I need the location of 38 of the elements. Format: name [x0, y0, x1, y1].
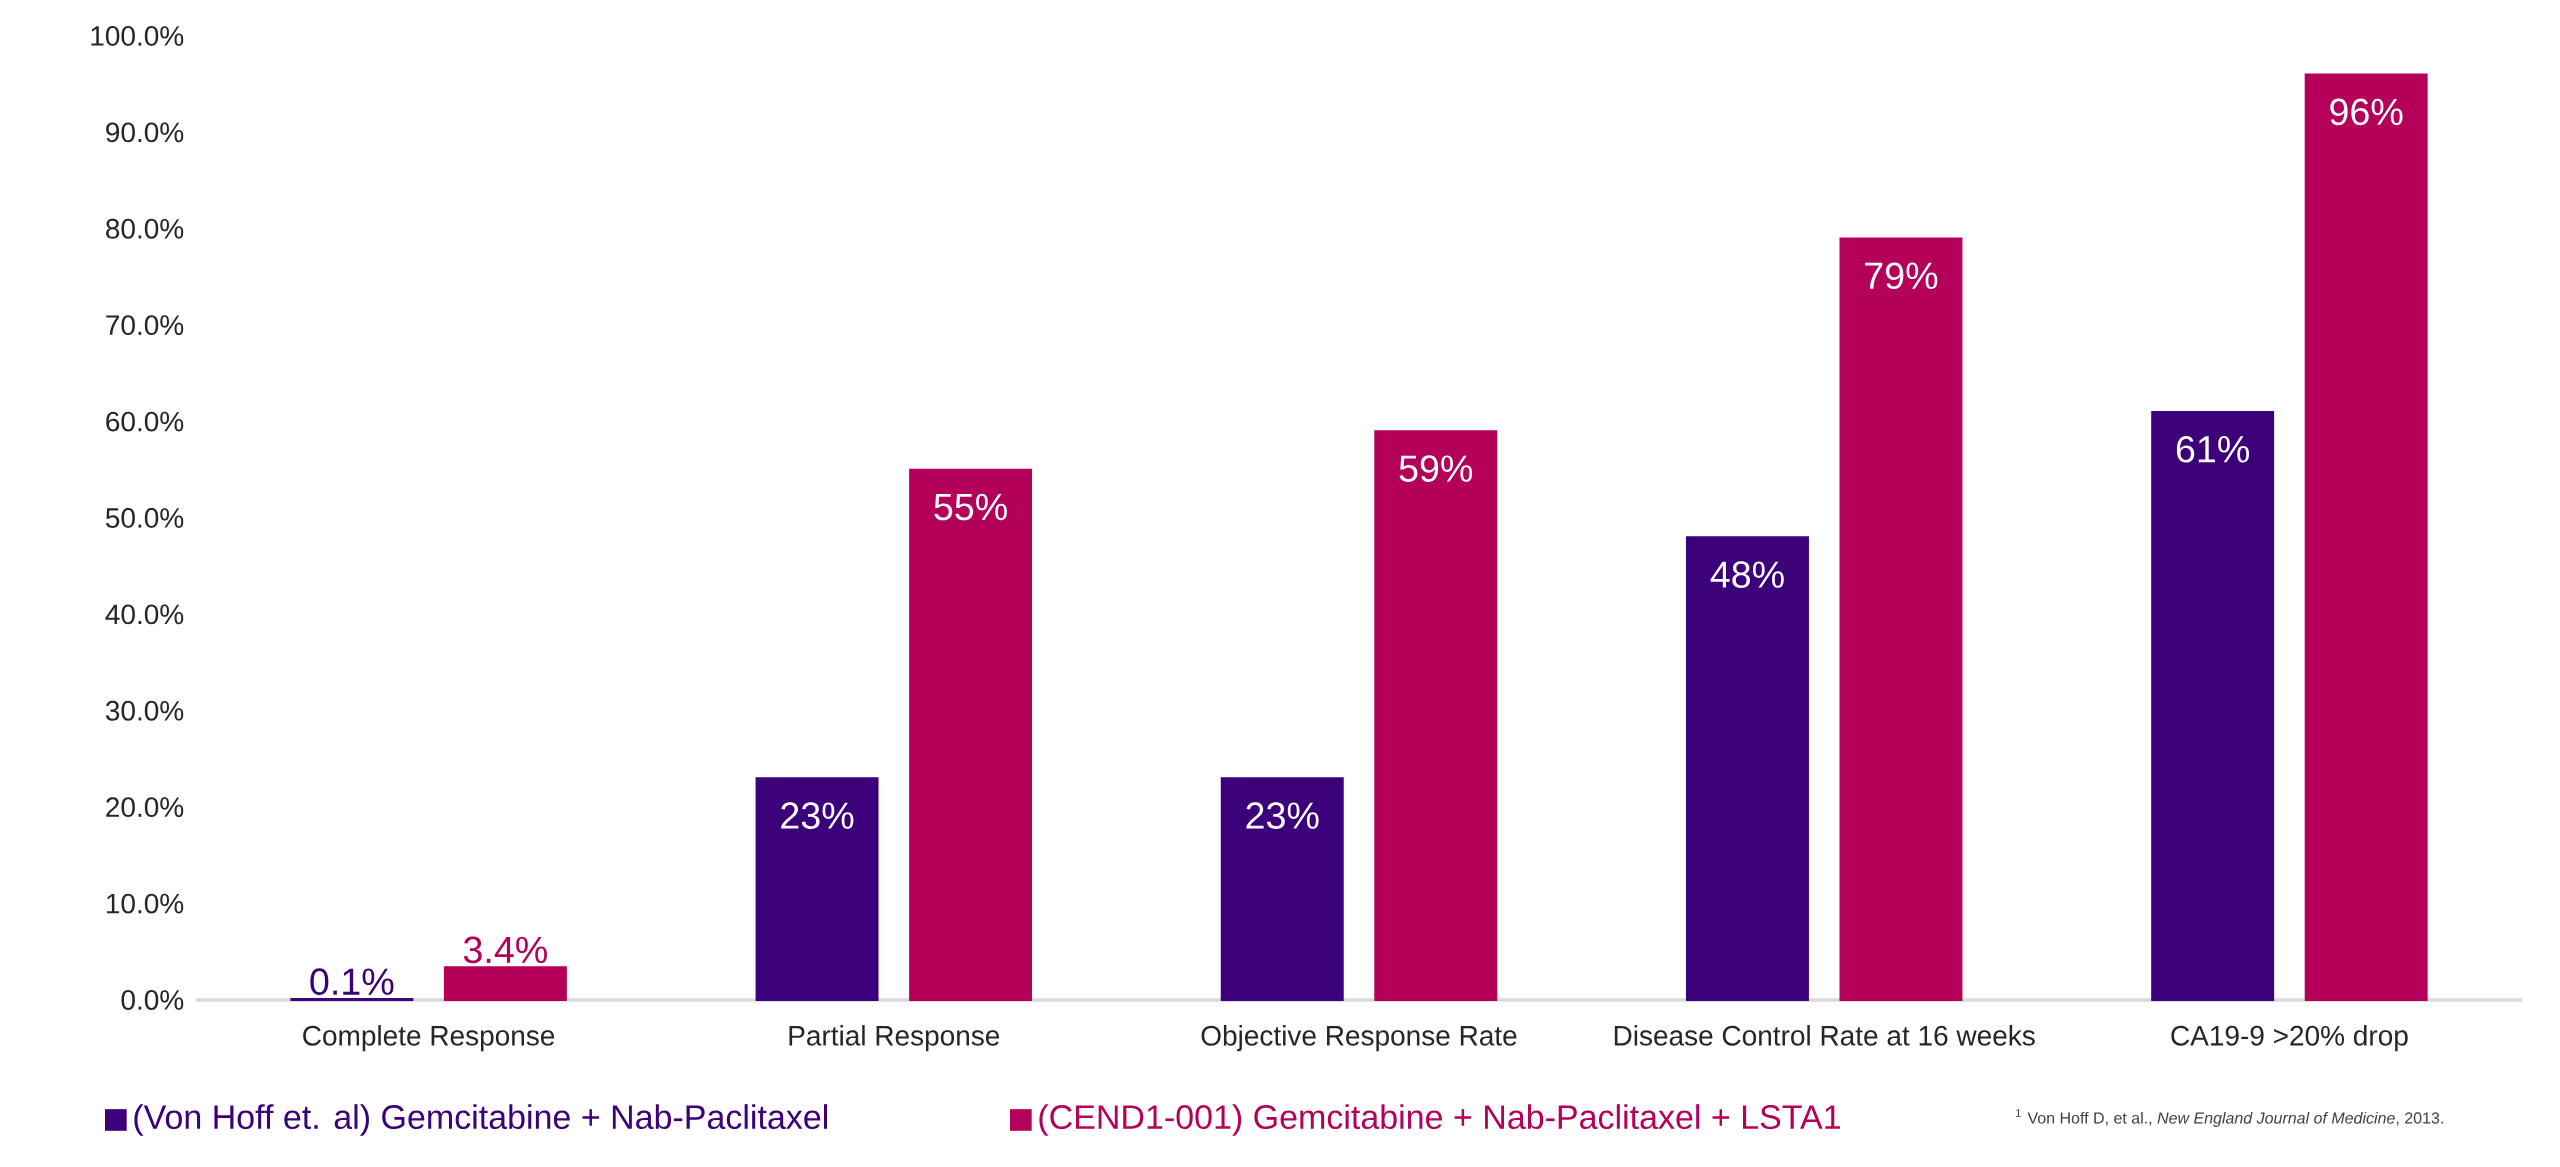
text: $^{1}$ Von Hoff D, et al., New England Journal of Medicine, 2013. [2016, 1109, 2443, 1127]
y-tick-label: 60.0% [106, 411, 184, 432]
bar [909, 468, 1033, 1001]
legend-label: (CEND1-001) Gemcitabine + Nab-Paclitaxel + LSTA1 [1039, 1104, 1840, 1136]
y-tick-label: 30.0% [105, 700, 184, 721]
bar [755, 777, 879, 1001]
bar [2304, 73, 2428, 1001]
data-label: 79% [1865, 262, 1938, 290]
y-tick-label: 90.0% [106, 122, 184, 143]
data-label: 59% [1399, 455, 1473, 482]
bar [1374, 430, 1498, 1001]
data-label: 23% [781, 802, 854, 829]
bar [1220, 777, 1344, 1001]
x-tick-label: CA19-9 >20% drop [2171, 1025, 2408, 1052]
legend-label: (Von Hoff et. al) Gemcitabine + Nab-Paclitaxel [134, 1104, 827, 1136]
bar [443, 966, 567, 1001]
y-tick-label: 50.0% [105, 508, 184, 528]
x-tick-label: Objective Response Rate [1201, 1025, 1517, 1052]
y-tick-label: 0.0% [121, 990, 184, 1010]
x-tick-label: Disease Control Rate at 16 weeks [1614, 1025, 2035, 1046]
data-label: 48% [1710, 561, 1784, 588]
data-label: 96% [2330, 98, 2403, 126]
y-tick-label: 10.0% [106, 893, 184, 914]
data-label: 55% [934, 493, 1007, 521]
y-tick-label: 70.0% [106, 315, 184, 336]
data-label: 61% [2176, 435, 2249, 463]
x-tick-label: Complete Response [303, 1025, 555, 1052]
data-label: 3.4% [463, 936, 547, 964]
y-tick-label: 80.0% [106, 218, 184, 239]
y-tick-label: 20.0% [106, 797, 184, 818]
y-tick-label: 40.0% [105, 604, 184, 625]
data-label: 0.1% [310, 968, 394, 996]
x-tick-label: Partial Response [789, 1025, 1000, 1052]
bar [1839, 237, 1963, 1001]
data-label: 23% [1246, 802, 1319, 829]
bar [2151, 410, 2275, 1001]
y-tick-label: 100.0% [91, 26, 184, 46]
bar [1685, 536, 1809, 1001]
